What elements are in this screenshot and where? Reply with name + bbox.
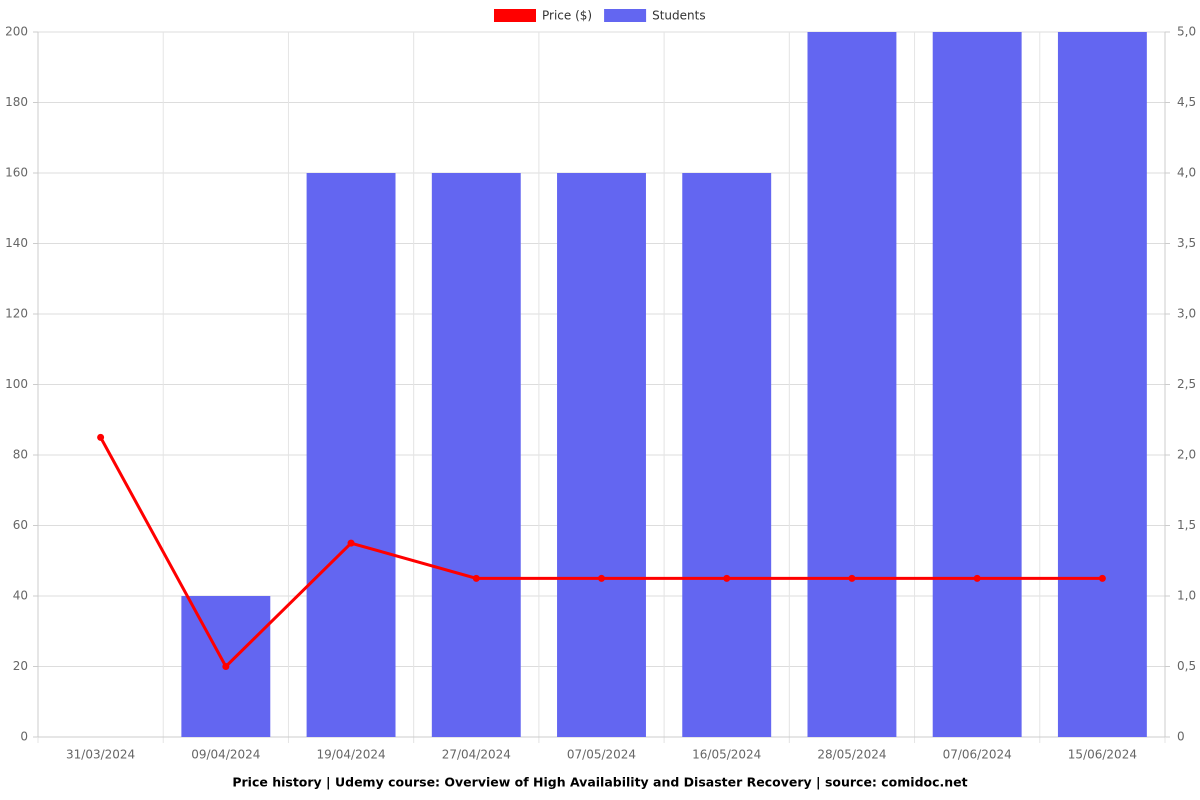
- legend-swatch: [494, 9, 536, 22]
- y2-tick-label: 5,0: [1177, 25, 1196, 39]
- point: [973, 574, 981, 582]
- x-tick-label: 19/04/2024: [316, 748, 385, 762]
- y-tick-label: 40: [13, 589, 28, 603]
- point: [347, 539, 355, 547]
- point: [848, 574, 856, 582]
- legend-label: Price ($): [542, 9, 592, 23]
- x-tick-label: 31/03/2024: [66, 748, 135, 762]
- y2-tick-label: 0,5: [1177, 659, 1196, 673]
- y-tick-label: 180: [5, 95, 28, 109]
- point: [1098, 574, 1106, 582]
- y2-tick-label: 3,0: [1177, 307, 1196, 321]
- x-tick-label: 07/05/2024: [567, 748, 636, 762]
- y-tick-label: 200: [5, 25, 28, 39]
- y2-tick-label: 2,0: [1177, 448, 1196, 462]
- bar: [932, 32, 1022, 737]
- y-tick-label: 140: [5, 236, 28, 250]
- point: [97, 433, 105, 441]
- y2-tick-label: 4,0: [1177, 166, 1196, 180]
- chart-title: Price history | Udemy course: Overview o…: [232, 775, 967, 790]
- legend-swatch: [604, 9, 647, 22]
- y2-tick-label: 2,5: [1177, 377, 1196, 391]
- y-tick-label: 80: [13, 448, 28, 462]
- x-tick-label: 09/04/2024: [191, 748, 260, 762]
- bar: [431, 173, 521, 737]
- bar: [682, 173, 772, 737]
- y-tick-label: 100: [5, 377, 28, 391]
- x-tick-label: 15/06/2024: [1068, 748, 1137, 762]
- x-tick-label: 28/05/2024: [817, 748, 886, 762]
- y-tick-label: 60: [13, 518, 28, 532]
- y2-tick-label: 0: [1177, 730, 1185, 744]
- bar: [807, 32, 897, 737]
- y2-tick-label: 4,5: [1177, 95, 1196, 109]
- y2-tick-label: 3,5: [1177, 236, 1196, 250]
- y-tick-label: 160: [5, 166, 28, 180]
- y-tick-label: 120: [5, 307, 28, 321]
- x-tick-label: 27/04/2024: [442, 748, 511, 762]
- bar: [306, 173, 396, 737]
- point: [723, 574, 731, 582]
- x-tick-label: 07/06/2024: [943, 748, 1012, 762]
- y2-tick-label: 1,0: [1177, 589, 1196, 603]
- bar: [557, 173, 646, 737]
- y-tick-label: 20: [13, 659, 28, 673]
- y-tick-label: 0: [20, 730, 28, 744]
- point: [472, 574, 480, 582]
- point: [222, 663, 230, 670]
- y2-tick-label: 1,5: [1177, 518, 1196, 532]
- x-tick-label: 16/05/2024: [692, 748, 761, 762]
- legend-label: Students: [652, 9, 706, 23]
- point: [598, 574, 605, 582]
- bar: [1057, 32, 1147, 737]
